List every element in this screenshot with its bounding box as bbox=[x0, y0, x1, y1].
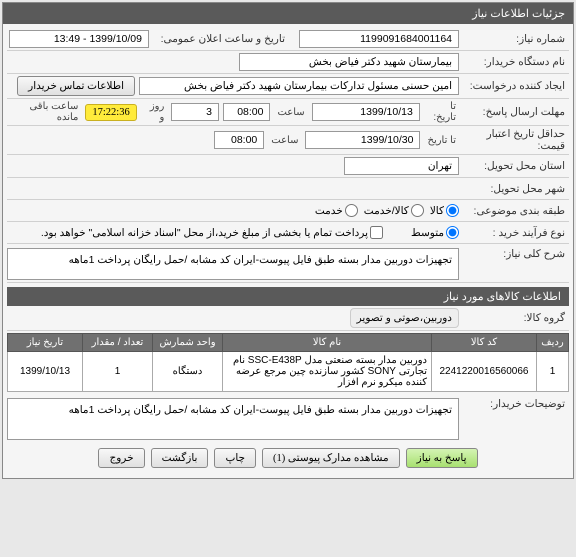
process-label: نوع فرآیند خرید : bbox=[459, 227, 569, 239]
exit-button[interactable]: خروج bbox=[98, 448, 144, 468]
row-min-valid: حداقل تاریخ اعتبار قیمت: تا تاریخ 1399/1… bbox=[7, 126, 569, 155]
radio-goods-service[interactable]: کالا/خدمت bbox=[364, 204, 424, 217]
items-header: اطلاعات کالاهای مورد نیاز bbox=[7, 287, 569, 306]
min-valid-time-label: ساعت bbox=[268, 135, 301, 146]
province-value: تهران bbox=[344, 157, 459, 175]
min-valid-time: 08:00 bbox=[214, 131, 264, 149]
row-main-desc: شرح کلی نیاز: تجهیزات دوربین مدار بسته ط… bbox=[7, 244, 569, 283]
items-table: ردیف کد کالا نام کالا واحد شمارش تعداد /… bbox=[7, 333, 569, 392]
min-valid-to-label: تا تاریخ bbox=[424, 135, 459, 146]
back-button[interactable]: بازگشت bbox=[151, 448, 209, 468]
row-package-type: طبقه بندی موضوعی: کالا کالا/خدمت خدمت bbox=[7, 200, 569, 222]
deadline-time: 08:00 bbox=[223, 103, 271, 121]
col-idx: ردیف bbox=[537, 334, 569, 352]
need-no-value: 1199091684001164 bbox=[299, 30, 459, 48]
buyer-org-value: بیمارستان شهید دکتر فیاض بخش bbox=[239, 53, 459, 71]
row-need-no: شماره نیاز: 1199091684001164 تاریخ و ساع… bbox=[7, 28, 569, 51]
min-valid-date: 1399/10/30 bbox=[305, 131, 420, 149]
row-buyer-org: نام دستگاه خریدار: بیمارستان شهید دکتر ف… bbox=[7, 51, 569, 74]
requester-value: امین حسنی مسئول تدارکات بیمارستان شهید د… bbox=[139, 77, 459, 95]
min-valid-label: حداقل تاریخ اعتبار قیمت: bbox=[459, 128, 569, 152]
deadline-to-label: تا تاریخ: bbox=[424, 101, 459, 123]
col-code: کد کالا bbox=[432, 334, 537, 352]
row-group: گروه کالا: دوربین،صوتی و تصویر bbox=[7, 306, 569, 331]
radio-medium[interactable]: متوسط bbox=[411, 226, 459, 239]
radio-medium-input[interactable] bbox=[446, 226, 459, 239]
radio-goods-service-input[interactable] bbox=[411, 204, 424, 217]
deadline-days: 3 bbox=[171, 103, 219, 121]
group-label: گروه کالا: bbox=[459, 312, 569, 324]
contact-buyer-button[interactable]: اطلاعات تماس خریدار bbox=[17, 76, 135, 96]
deadline-time-label: ساعت bbox=[274, 107, 307, 118]
radio-goods-input[interactable] bbox=[446, 204, 459, 217]
requester-label: ایجاد کننده درخواست: bbox=[459, 80, 569, 92]
row-province: استان محل تحویل: تهران bbox=[7, 155, 569, 178]
deadline-date: 1399/10/13 bbox=[312, 103, 420, 121]
process-radios: متوسط پرداخت تمام یا بخشی از مبلغ خرید،ا… bbox=[7, 226, 459, 239]
need-no-label: شماره نیاز: bbox=[459, 33, 569, 45]
footer-buttons: پاسخ به نیاز مشاهده مدارک پیوستی (1) چاپ… bbox=[7, 442, 569, 474]
package-type-label: طبقه بندی موضوعی: bbox=[459, 205, 569, 217]
buyer-org-label: نام دستگاه خریدار: bbox=[459, 56, 569, 68]
main-desc-value: تجهیزات دوربین مدار بسته طبق فایل پیوست-… bbox=[7, 248, 459, 280]
col-unit: واحد شمارش bbox=[153, 334, 223, 352]
col-name: نام کالا bbox=[223, 334, 432, 352]
announce-label: تاریخ و ساعت اعلان عمومی: bbox=[149, 33, 289, 45]
countdown-badge: 17:22:36 bbox=[85, 104, 136, 121]
row-city: شهر محل تحویل: bbox=[7, 178, 569, 200]
province-label: استان محل تحویل: bbox=[459, 160, 569, 172]
answer-button[interactable]: پاسخ به نیاز bbox=[406, 448, 478, 468]
row-buyer-notes: توضیحات خریدار: تجهیزات دوربین مدار بسته… bbox=[7, 392, 569, 442]
buyer-notes-value: تجهیزات دوربین مدار بسته طبق فایل پیوست-… bbox=[7, 398, 459, 440]
deadline-days-label: روز و bbox=[141, 101, 168, 123]
panel-body: شماره نیاز: 1199091684001164 تاریخ و ساع… bbox=[3, 24, 573, 478]
print-button[interactable]: چاپ bbox=[214, 448, 256, 468]
attachments-button[interactable]: مشاهده مدارک پیوستی (1) bbox=[262, 448, 400, 468]
cell-date: 1399/10/13 bbox=[8, 352, 83, 392]
col-date: تاریخ نیاز bbox=[8, 334, 83, 352]
city-label: شهر محل تحویل: bbox=[459, 183, 569, 195]
group-value: دوربین،صوتی و تصویر bbox=[350, 308, 459, 328]
main-desc-label: شرح کلی نیاز: bbox=[459, 248, 569, 260]
radio-service[interactable]: خدمت bbox=[315, 204, 358, 217]
table-header-row: ردیف کد کالا نام کالا واحد شمارش تعداد /… bbox=[8, 334, 569, 352]
treasury-checkbox[interactable]: پرداخت تمام یا بخشی از مبلغ خرید،از محل … bbox=[41, 226, 383, 239]
announce-value: 1399/10/09 - 13:49 bbox=[9, 30, 149, 48]
cell-code: 2241220016560066 bbox=[432, 352, 537, 392]
table-row[interactable]: 1 2241220016560066 دوربین مدار بسته صنعت… bbox=[8, 352, 569, 392]
need-details-panel: جزئیات اطلاعات نیاز شماره نیاز: 11990916… bbox=[2, 2, 574, 479]
radio-goods[interactable]: کالا bbox=[430, 204, 459, 217]
cell-unit: دستگاه bbox=[153, 352, 223, 392]
buyer-notes-label: توضیحات خریدار: bbox=[459, 398, 569, 410]
package-type-radios: کالا کالا/خدمت خدمت bbox=[7, 204, 459, 217]
cell-idx: 1 bbox=[537, 352, 569, 392]
treasury-checkbox-input[interactable] bbox=[370, 226, 383, 239]
col-qty: تعداد / مقدار bbox=[83, 334, 153, 352]
row-requester: ایجاد کننده درخواست: امین حسنی مسئول تدا… bbox=[7, 74, 569, 99]
cell-name: دوربین مدار بسته صنعتی مدل SSC-E438P نام… bbox=[223, 352, 432, 392]
remain-label: ساعت باقی مانده bbox=[7, 101, 81, 123]
radio-service-input[interactable] bbox=[345, 204, 358, 217]
row-deadline: مهلت ارسال پاسخ: تا تاریخ: 1399/10/13 سا… bbox=[7, 99, 569, 126]
cell-qty: 1 bbox=[83, 352, 153, 392]
row-process: نوع فرآیند خرید : متوسط پرداخت تمام یا ب… bbox=[7, 222, 569, 244]
deadline-label: مهلت ارسال پاسخ: bbox=[459, 106, 569, 118]
panel-title: جزئیات اطلاعات نیاز bbox=[3, 3, 573, 24]
